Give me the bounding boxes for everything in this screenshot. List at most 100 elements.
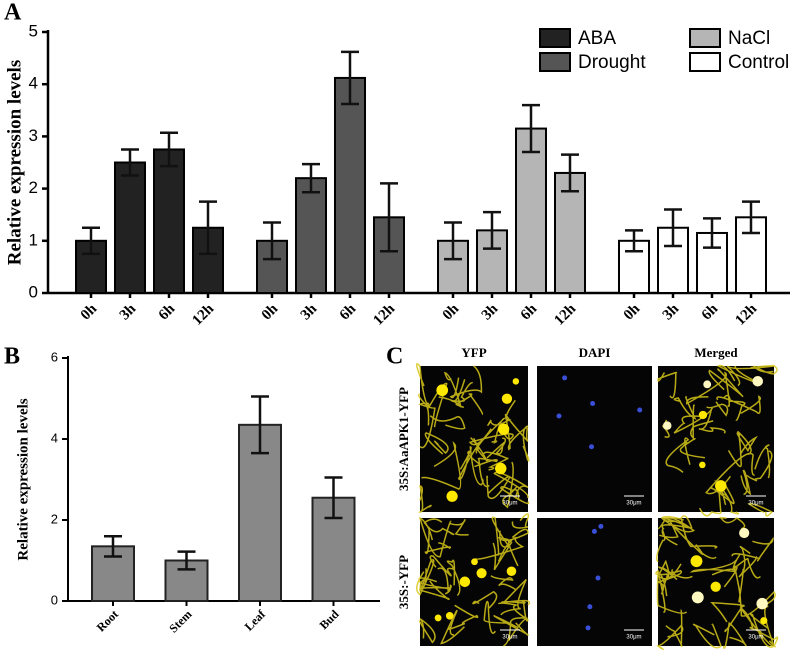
bar [114,161,146,294]
panel-label: B [4,344,20,370]
nucleus-signal [690,555,703,568]
error-bar [160,131,178,168]
error-bar [341,50,359,106]
column-header: Merged [694,345,738,360]
bar [295,177,327,294]
dapi-nucleus [589,444,595,450]
dapi-nucleus [587,604,593,610]
x-tick-label: Stem [166,607,194,635]
scale-bar-label: 30μm [502,635,517,641]
y-axis-label: Relative expression levels [4,60,25,265]
x-tick-label: Root [94,607,121,634]
y-tick-label: 6 [51,349,58,364]
legend-swatch [689,52,721,72]
x-tick-label: Bud [317,607,342,632]
panel-label: C [386,344,403,370]
error-bar [380,182,398,253]
y-tick-label: 0 [29,282,38,301]
nucleus-signal [512,378,520,385]
nucleus-signal [445,611,454,620]
nucleus-signal [698,410,708,420]
micrograph [537,366,652,512]
bar [153,148,185,294]
error-bar [742,200,760,235]
nucleus-signal [434,614,442,622]
nucleus-signal [436,384,449,397]
nucleus-signal [699,461,706,469]
error-bar [104,534,122,558]
nucleus-signal [756,597,768,610]
row-label: 35S:AaAPK1-YFP [396,387,411,491]
nucleus-signal [498,423,510,435]
nucleus-signal [760,617,768,625]
cell-outline [655,515,779,650]
error-bar [177,550,196,571]
x-tick-label: 3h [660,300,683,323]
nucleus-signal [446,490,458,502]
bar [554,171,586,294]
dapi-nucleus [562,375,568,381]
scale-bar-label: 30μm [502,501,517,507]
error-bar [121,148,139,177]
dapi-nucleus [595,575,601,581]
scale-bar-label: 30μm [748,635,763,641]
error-bar [703,217,721,249]
y-tick-label: 4 [51,430,58,445]
scale-bar-label: 30μm [626,501,641,507]
x-tick-label: 6h [699,300,722,323]
x-tick-label: Leaf [242,606,269,633]
x-tick-label: 12h [189,300,217,328]
error-bar [664,208,682,248]
nucleus-signal [506,566,517,577]
legend-label: Drought [578,52,646,73]
nucleus-signal [710,581,721,592]
x-tick-label: 3h [117,300,140,323]
error-bar [263,221,281,261]
legend-swatch [689,28,721,48]
x-tick-label: 6h [518,300,541,323]
error-bar [82,226,100,256]
y-tick-label: 0 [51,592,58,607]
scale-bar-label: 30μm [748,501,763,507]
x-tick-label: 0h [78,300,101,323]
nucleus-signal [501,393,513,404]
error-bar [522,103,540,154]
nucleus-signal [495,462,507,475]
y-tick-label: 3 [29,126,38,145]
error-bar [625,229,643,253]
x-tick-label: 6h [337,300,360,323]
nucleus-signal [476,568,487,579]
dapi-nucleus [585,625,591,631]
panel-label: A [4,0,22,26]
legend-label: Control [728,52,789,73]
nucleus-signal [752,375,763,387]
y-tick-label: 5 [29,21,38,40]
error-bar [302,162,320,194]
x-tick-label: 12h [370,300,398,328]
nucleus-signal [459,576,471,588]
x-tick-label: 6h [156,300,179,323]
legend-swatch [539,52,571,72]
dapi-nucleus [598,523,604,529]
scale-bar-label: 30μm [626,635,641,641]
legend-label: NaCl [728,28,770,49]
nucleus-signal [739,527,750,539]
dapi-nucleus [637,407,643,413]
x-tick-label: 0h [440,300,463,323]
x-tick-label: 3h [298,300,321,323]
y-tick-label: 4 [29,74,38,93]
dapi-nucleus [556,413,562,419]
y-axis-label: Relative expression levels [15,398,31,560]
x-tick-label: 3h [479,300,502,323]
column-header: YFP [461,345,486,360]
nucleus-signal [471,558,478,566]
y-tick-label: 1 [29,230,38,249]
y-tick-label: 2 [51,511,58,526]
x-tick-label: 0h [259,300,282,323]
micrograph [537,518,652,646]
dapi-nucleus [590,400,596,406]
cell-outline [416,513,531,647]
x-tick-label: 12h [551,300,579,328]
legend-swatch [539,28,571,48]
